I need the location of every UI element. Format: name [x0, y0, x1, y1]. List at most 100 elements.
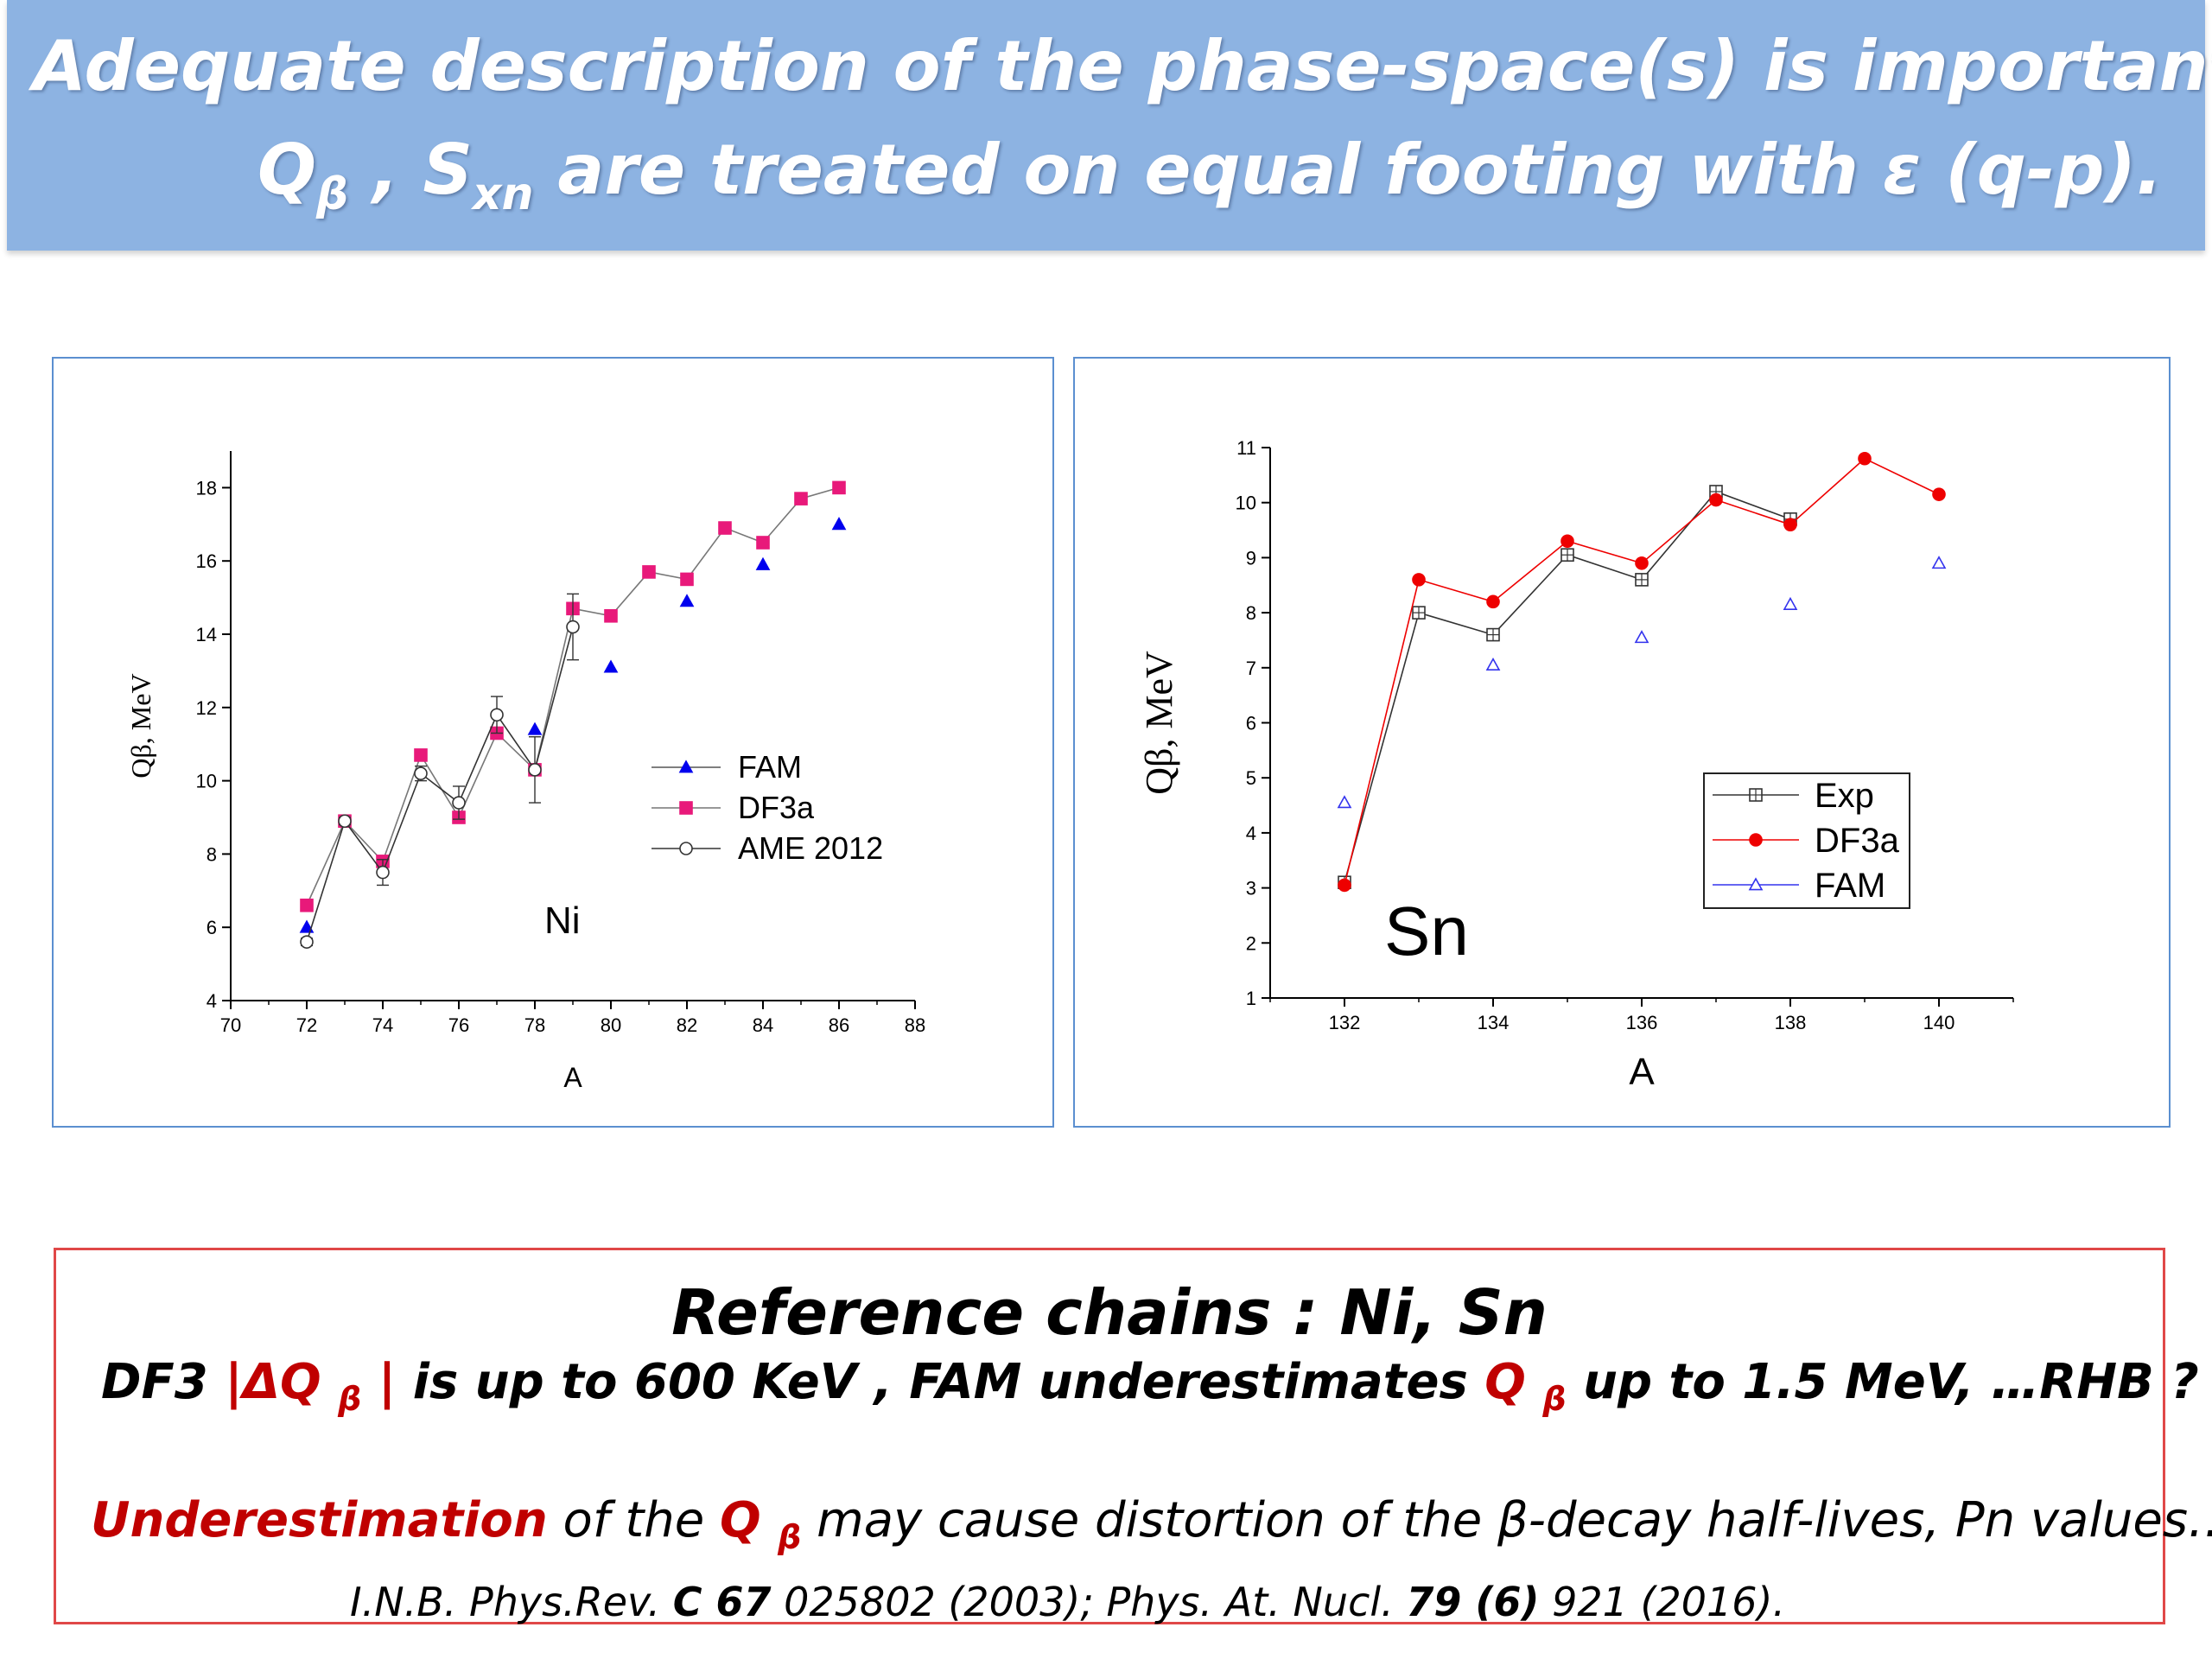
separator: ,: [348, 130, 423, 210]
sn-df3a-point: [1709, 493, 1723, 507]
s-subscript: xn: [472, 168, 534, 220]
ni-x-tick-label: 84: [753, 1014, 773, 1036]
sn-y-tick-label: 6: [1246, 713, 1256, 734]
sn-legend-box: [1703, 772, 1910, 909]
ni-legend-ame-2012-marker: [679, 842, 693, 855]
sn-y-tick-label: 7: [1246, 658, 1256, 679]
ni-x-axis-label: A: [563, 1062, 582, 1093]
ni-y-tick-label: 18: [196, 477, 217, 499]
ni-df3a-point: [756, 536, 770, 550]
reference-citation: I.N.B. Phys.Rev. C 67 025802 (2003); Phy…: [350, 1579, 1786, 1625]
sn-element-label: Sn: [1384, 893, 1469, 969]
sn-chart-panel: 132 134 136 138 140 1 2 3 4 5 6 7 8 9 10 11 A Qβ, MeV Exp D…: [1073, 357, 2171, 1128]
ni-chart-panel: 70 72 74 76 78 80 82 84 86 88 4 6 8 10 12 14 16 18 A Qβ, Me…: [52, 357, 1054, 1128]
ni-ame-2012-point: [300, 935, 314, 949]
s-symbol: S: [423, 130, 473, 210]
sn-x-axis-label: A: [1629, 1051, 1655, 1093]
ni-x-tick-label: 78: [524, 1014, 545, 1036]
ni-y-tick-label: 14: [196, 624, 217, 645]
ni-element-label: Ni: [544, 899, 581, 942]
sn-y-tick-label: 9: [1246, 547, 1256, 569]
ni-df3a-point: [794, 492, 808, 505]
sn-legend-fam-marker: [1748, 877, 1764, 891]
ni-legend-fam-marker: [678, 760, 694, 773]
sn-legend-df3a-label: DF3a: [1815, 822, 1900, 860]
ni-y-tick-label: 12: [196, 697, 217, 719]
banner-line-1: Adequate description of the phase-space(…: [33, 26, 2212, 106]
ni-chart: 70 72 74 76 78 80 82 84 86 88 4 6 8 10 12 14 16 18 A Qβ, Me…: [125, 451, 925, 1093]
ni-ame-2012-point: [528, 763, 542, 777]
sn-x-tick-label: 138: [1775, 1012, 1807, 1033]
sn-df3a-point: [1412, 573, 1426, 587]
sn-df3a-point: [1858, 451, 1872, 466]
sn-legend-df3a-marker: [1749, 833, 1763, 847]
ni-df3a-point: [300, 898, 314, 912]
ni-ame-2012-point: [452, 796, 466, 810]
sn-x-tick-label: 132: [1329, 1012, 1361, 1033]
ni-x-tick-label: 88: [905, 1014, 925, 1036]
sn-df3a-point: [1338, 878, 1351, 893]
sn-df3a-point: [1486, 594, 1500, 609]
ni-df3a-point: [718, 521, 732, 535]
sn-x-tick-label: 140: [1923, 1012, 1955, 1033]
sn-y-tick-label: 4: [1246, 823, 1256, 844]
reference-line-1: DF3 |ΔQ β | is up to 600 KeV , FAM under…: [101, 1354, 2199, 1418]
ni-x-tick-label: 80: [601, 1014, 621, 1036]
ni-ame-2012-point: [414, 766, 428, 780]
ni-y-tick-label: 4: [207, 990, 217, 1012]
banner-line-2: Qβ , Sxn are treated on equal footing wi…: [257, 130, 2162, 220]
sn-x-tick-label: 134: [1478, 1012, 1510, 1033]
ni-y-tick-label: 6: [207, 917, 217, 938]
ni-y-tick-label: 10: [196, 771, 217, 792]
ni-fam-point: [831, 517, 847, 531]
ni-x-tick-label: 76: [448, 1014, 469, 1036]
q-subscript: β: [316, 168, 349, 220]
ni-y-tick-label: 16: [196, 550, 217, 572]
sn-fam-point: [1337, 795, 1352, 809]
ni-x-tick-label: 72: [296, 1014, 317, 1036]
sn-legend-fam-label: FAM: [1815, 867, 1885, 905]
sn-y-axis-label: Qβ, MeV: [1138, 651, 1180, 795]
ni-ame-2012-line: [306, 626, 574, 943]
sn-x-tick-label: 136: [1626, 1012, 1658, 1033]
ni-legend-df3a-marker: [679, 801, 693, 815]
ni-ame-2012-point: [376, 865, 390, 880]
ni-df3a-point: [414, 748, 428, 762]
ni-legend-ame-2012-label: AME 2012: [738, 830, 883, 866]
sn-df3a-point: [1783, 518, 1797, 531]
ni-ame-2012-point: [490, 708, 504, 722]
sn-legend-exp-label: Exp: [1815, 777, 1874, 815]
sn-df3a-point: [1635, 556, 1649, 570]
q-symbol: Q: [257, 130, 317, 210]
ni-df3a-point: [832, 480, 846, 495]
sn-y-tick-label: 1: [1246, 988, 1256, 1009]
ni-ame-2012-point: [338, 814, 352, 829]
ni-df3a-point: [680, 572, 694, 587]
ni-x-tick-label: 74: [372, 1014, 393, 1036]
reference-box: Reference chains : Ni, Sn DF3 |ΔQ β | is…: [54, 1248, 2212, 1625]
title-banner: Adequate description of the phase-space(…: [7, 0, 2212, 251]
sn-fam-point: [1485, 657, 1501, 671]
banner-line-2-rest: are treated on equal footing with ε (q-p…: [533, 130, 2163, 210]
ni-fam-point: [679, 594, 695, 607]
ni-fam-point: [299, 919, 315, 933]
ni-ame-2012-point: [566, 620, 580, 634]
reference-line-2: Underestimation of the Q β may cause dis…: [91, 1492, 2212, 1556]
sn-y-tick-label: 5: [1246, 767, 1256, 789]
reference-title: Reference chains : Ni, Sn: [671, 1276, 1548, 1349]
sn-y-tick-label: 2: [1246, 932, 1256, 954]
ni-y-tick-label: 8: [207, 843, 217, 865]
sn-y-tick-label: 10: [1236, 493, 1256, 514]
ni-y-axis-label: Qβ, MeV: [125, 673, 156, 778]
sn-fam-point: [1931, 556, 1947, 569]
sn-y-tick-label: 11: [1236, 437, 1256, 459]
sn-chart: 132 134 136 138 140 1 2 3 4 5 6 7 8 9 10 11 A Qβ, MeV Exp D…: [1138, 437, 2014, 1093]
ni-legend-df3a-label: DF3a: [738, 790, 815, 825]
ni-legend-fam-label: FAM: [738, 749, 802, 785]
sn-fam-point: [1634, 630, 1649, 644]
sn-y-tick-label: 8: [1246, 602, 1256, 624]
ni-df3a-point: [642, 565, 656, 579]
ni-x-tick-label: 82: [677, 1014, 697, 1036]
sn-df3a-point: [1560, 534, 1574, 549]
ni-fam-point: [755, 556, 771, 570]
